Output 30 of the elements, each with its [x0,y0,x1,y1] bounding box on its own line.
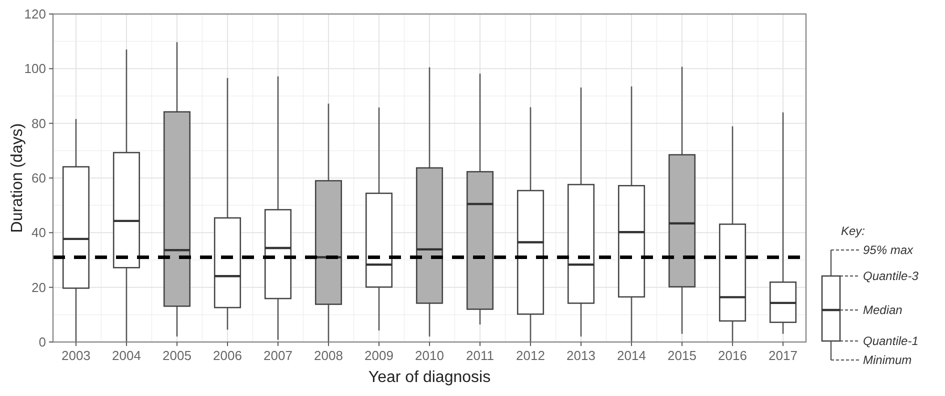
x-tick-label: 2005 [162,348,192,363]
text: Quantile-3 [863,269,919,284]
x-tick-label: 2006 [213,348,242,363]
x-tick-label: 2013 [566,348,596,363]
x-tick-label: 2007 [264,348,292,363]
text: Quantile-1 [863,334,918,348]
x-tick-label: 2010 [415,348,444,363]
x-tick-label: 2012 [516,348,545,363]
y-tick-label: 40 [32,225,46,240]
y-axis-title: Duration (days) [9,123,26,233]
y-tick-label: 120 [24,6,46,22]
x-tick-label: 2004 [112,348,141,363]
x-tick-label: 2017 [768,348,798,363]
x-tick-label: 2016 [718,348,747,363]
y-tick-label: 60 [32,170,46,186]
x-axis-title: Year of diagnosis [368,369,491,386]
y-tick-label: 100 [24,61,46,76]
text: Minimum [863,353,912,368]
x-tick-label: 2011 [466,348,494,363]
x-tick-label: 2003 [62,348,90,363]
y-tick-label: 80 [32,116,46,131]
x-tick-label: 2009 [364,348,394,363]
x-tick-label: 2015 [668,348,696,363]
text: Median [863,303,903,318]
text: Key: [841,224,866,238]
x-tick-label: 2008 [314,348,343,363]
y-tick-label: 0 [38,334,46,350]
text: 95% max [863,243,914,258]
x-tick-label: 2014 [617,348,646,363]
y-tick-label: 20 [32,280,46,295]
